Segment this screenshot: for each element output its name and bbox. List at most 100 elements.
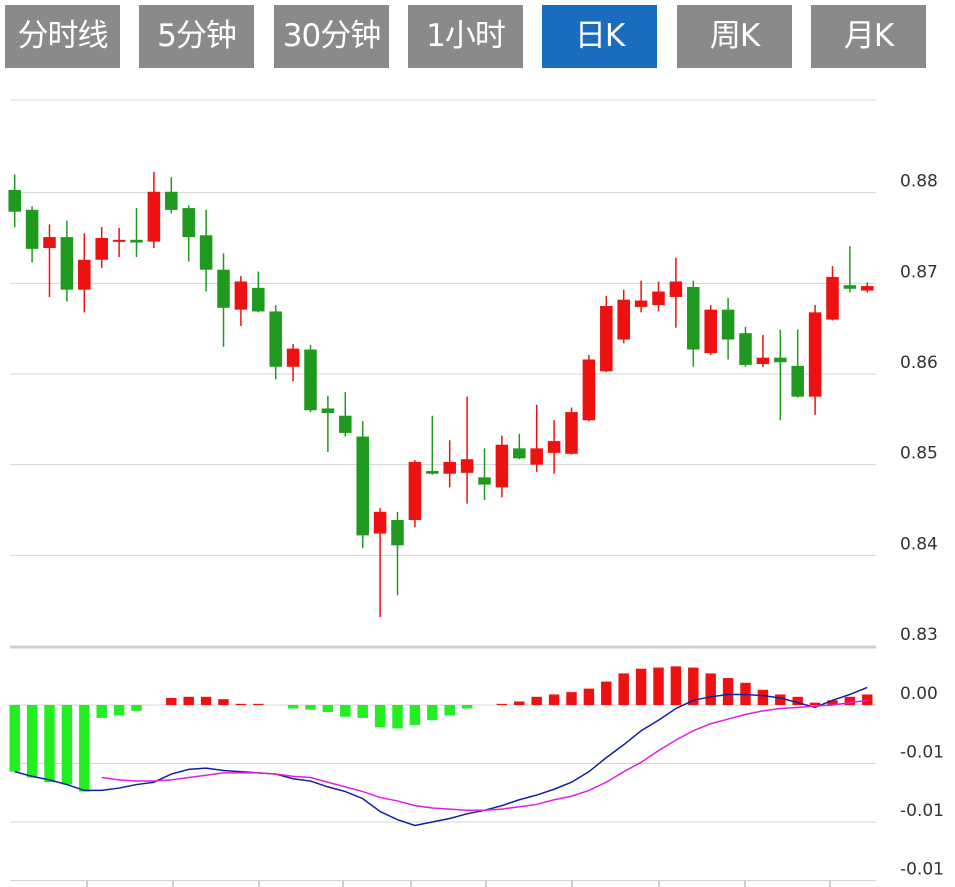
candle-body <box>426 471 439 474</box>
candle-body <box>600 306 613 372</box>
macd-bar <box>374 705 386 728</box>
y-tick-label: 0.85 <box>900 444 938 464</box>
macd-bar <box>461 705 473 709</box>
macd-bar <box>531 696 542 705</box>
candle-body <box>43 237 56 248</box>
y-tick-label: -0.01 <box>900 743 944 763</box>
macd-bar <box>44 705 55 783</box>
candle-body <box>791 365 804 397</box>
candle-body <box>95 238 108 260</box>
macd-bar <box>166 697 177 705</box>
macd-bar <box>357 705 368 718</box>
macd-bar <box>183 696 194 705</box>
candle-body <box>826 276 839 320</box>
timeframe-tab[interactable]: 周K <box>677 5 792 68</box>
macd-bar <box>827 700 838 705</box>
macd-bar <box>583 688 595 705</box>
candle-body <box>669 281 683 297</box>
macd-bar <box>618 673 629 705</box>
macd-bar <box>688 667 699 705</box>
candle-body <box>808 312 822 397</box>
candle-body <box>373 511 387 534</box>
macd-bar <box>340 705 351 717</box>
macd-bar <box>235 703 247 705</box>
macd-line <box>14 686 868 827</box>
macd-bar <box>131 705 142 711</box>
timeframe-tab[interactable]: 1小时 <box>408 5 523 68</box>
timeframe-tab[interactable]: 日K <box>542 5 657 68</box>
macd-bar <box>809 702 821 705</box>
candle-body <box>217 269 230 308</box>
macd-bar <box>496 703 508 705</box>
y-tick-label: 0.88 <box>900 172 938 192</box>
macd-bar <box>61 705 73 785</box>
macd-bar <box>548 694 560 705</box>
candle-body <box>408 461 422 520</box>
y-tick-label: -0.01 <box>900 860 944 880</box>
candle-body <box>460 459 474 473</box>
y-tick-label: -0.01 <box>900 801 944 821</box>
x-axis-ticks <box>86 881 831 887</box>
timeframe-tab[interactable]: 30分钟 <box>274 5 389 68</box>
timeframe-tab[interactable]: 5分钟 <box>139 5 254 68</box>
macd-bar <box>670 666 682 705</box>
candle-body <box>739 333 752 365</box>
candle-body <box>774 357 787 363</box>
candle-body <box>565 412 578 454</box>
macd-bar <box>862 694 873 705</box>
y-tick-label: 0.00 <box>900 684 938 704</box>
candle-body <box>182 208 195 238</box>
macd-bar <box>427 705 438 721</box>
candle-body <box>321 408 335 413</box>
candle-body <box>704 309 717 354</box>
macd-bar <box>792 696 803 705</box>
macd-bar <box>79 705 90 792</box>
candle-body <box>78 259 91 290</box>
candle-body <box>25 209 39 249</box>
candle-body <box>478 477 491 485</box>
y-tick-label: 0.86 <box>900 353 938 373</box>
candle-body <box>165 191 178 210</box>
candle-body <box>495 444 509 488</box>
macd-bar <box>514 701 525 705</box>
candle-body <box>582 359 596 421</box>
candle-body <box>339 415 352 433</box>
candle-body <box>513 448 526 459</box>
tab-bar: 分时线 5分钟 30分钟 1小时 日K 周K 月K <box>0 0 955 70</box>
candle-body <box>252 287 265 312</box>
macd-line <box>101 699 868 812</box>
macd-bar <box>253 703 264 705</box>
candle-body <box>617 299 630 340</box>
candle-body <box>130 239 143 243</box>
macd-bar <box>601 681 612 705</box>
macd-bar <box>96 705 107 718</box>
y-tick-label: 0.84 <box>900 534 938 554</box>
macd-bar <box>26 705 38 778</box>
macd-bar <box>392 705 403 729</box>
candle-body <box>861 286 874 291</box>
macd-bar <box>844 696 856 705</box>
macd-bar <box>757 689 769 705</box>
candle-body <box>8 189 21 212</box>
candle-body <box>199 235 213 270</box>
y-tick-label: 0.83 <box>900 625 938 645</box>
macd-bar <box>444 705 455 716</box>
candle-body <box>356 436 369 536</box>
macd-bar <box>722 678 734 705</box>
macd-bar <box>566 692 577 705</box>
candle-body <box>391 519 404 546</box>
candle-body <box>843 285 857 289</box>
macd-bar <box>635 668 647 705</box>
candle-body <box>443 461 456 474</box>
candle-body <box>687 286 700 350</box>
timeframe-tab[interactable]: 分时线 <box>5 5 120 68</box>
macd-bar <box>113 705 125 716</box>
candle-body <box>756 357 770 365</box>
macd-bar <box>218 699 229 705</box>
candle-body <box>530 448 543 465</box>
timeframe-tab[interactable]: 月K <box>811 5 926 68</box>
candle-body <box>721 309 735 340</box>
macd-bar <box>775 694 786 705</box>
candle-body <box>652 291 665 306</box>
